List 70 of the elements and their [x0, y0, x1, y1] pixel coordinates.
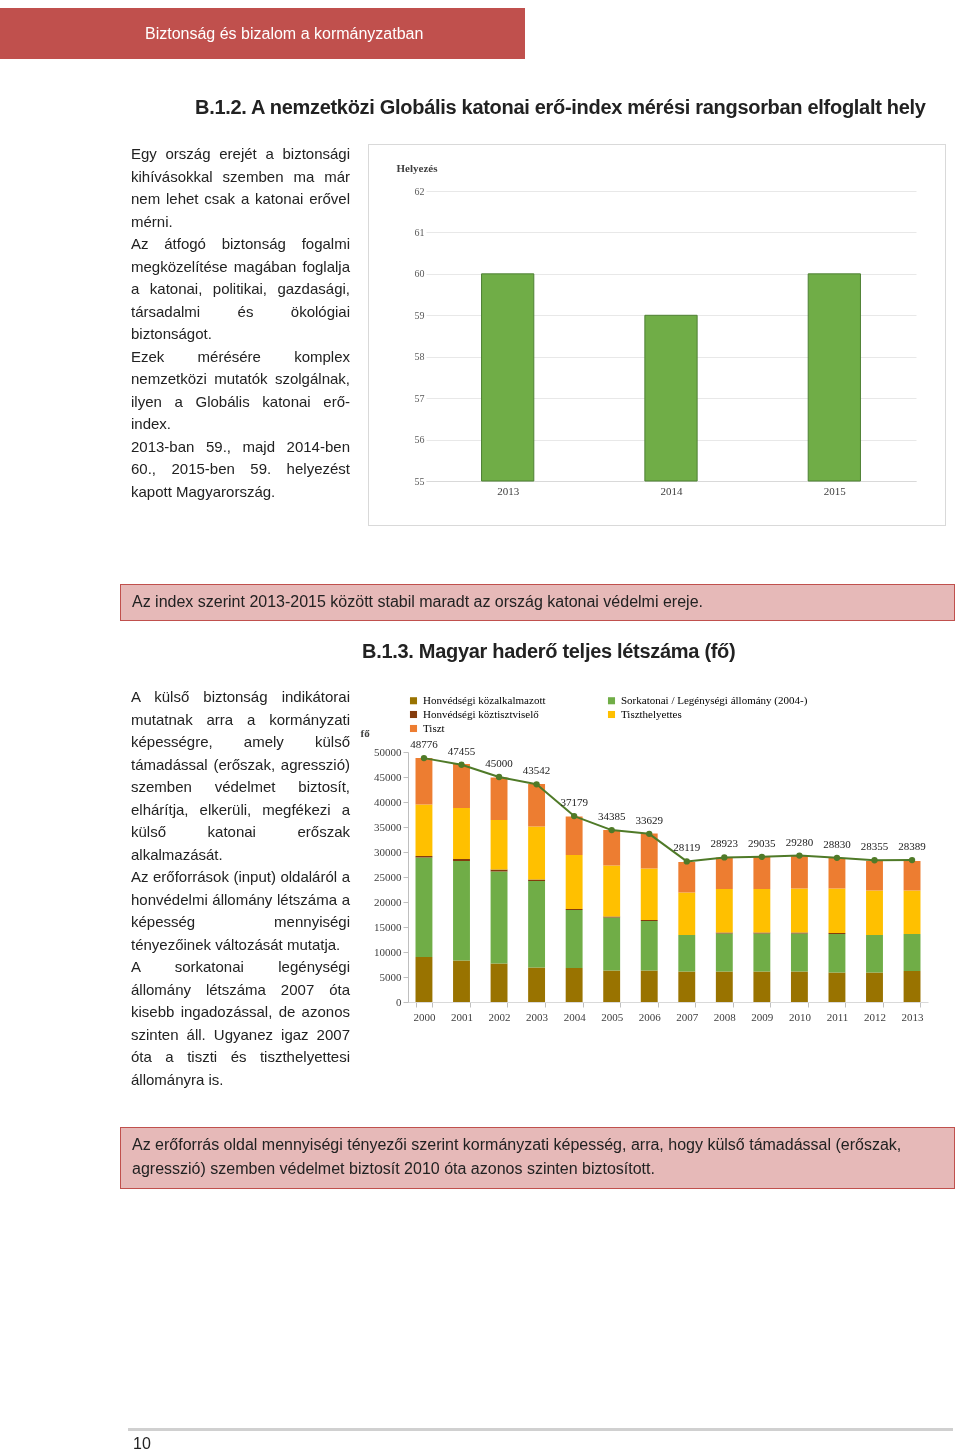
y-tick-label: 25000 [374, 870, 402, 883]
x-tick-label: 2002 [488, 1010, 511, 1023]
y-tick-label: 60 [414, 268, 425, 280]
chart-title: B.1.3. Magyar haderő teljes létszáma (fő) [362, 640, 736, 663]
y-tick-label: 45000 [374, 770, 402, 783]
data-label: 28830 [823, 837, 852, 850]
x-tick-label: 2008 [713, 1010, 737, 1023]
y-tick-label: 40000 [374, 795, 402, 808]
x-tick-label: 2006 [638, 1010, 662, 1023]
x-tick-label: 2014 [660, 484, 683, 497]
x-tick-label: 2013 [497, 484, 520, 497]
y-axis-title: Helyezés [396, 161, 439, 174]
data-label: 28389 [898, 840, 927, 853]
x-tick-label: 2012 [864, 1010, 886, 1023]
y-tick-label: 58 [414, 351, 425, 363]
x-tick-label: 2001 [451, 1010, 473, 1023]
data-label: 29280 [785, 835, 814, 848]
text: Biztonság és bizalom a kormányzatban [0, 8, 525, 59]
y-axis-title: fő [360, 726, 371, 739]
y-tick-label: 20000 [374, 895, 402, 908]
y-tick-label: 59 [414, 309, 425, 321]
text: Az index szerint 2013-2015 között stabil maradt az ország katonai védelmi ereje. [120, 584, 955, 621]
x-tick-label: 2000 [413, 1010, 436, 1023]
legend-label: Honvédségi köztisztviselő [423, 707, 540, 720]
data-label: 28923 [710, 837, 739, 850]
data-label: 47455 [447, 744, 476, 757]
x-tick-label: 2015 [823, 484, 847, 497]
data-label: 29035 [748, 836, 777, 849]
y-tick-label: 5000 [379, 970, 402, 983]
data-label: 45000 [485, 757, 514, 769]
y-tick-label: 35000 [374, 820, 402, 833]
y-tick-label: 0 [396, 995, 402, 1008]
chart-title: B.1.2. A nemzetközi Globális katonai erő-index mérési rangsorban elfoglalt hely [195, 96, 926, 119]
legend-label: Honvédségi közalkalmazott [423, 693, 546, 706]
text: Egy ország erejét a biztonsági kihívásokkal szemben ma már nem lehet csak a katonai erővel mérni. [131, 144, 350, 232]
y-tick-label: 55 [414, 475, 425, 487]
text: A sorkatonai legénységi állomány létszáma 2007 óta kisebb ingadozással, de azonos szinten áll. Ugyanez igaz 2007 óta a tiszti és tiszthelyettesi állományra is. [131, 957, 350, 1090]
y-tick-label: 50000 [374, 745, 402, 758]
y-tick-label: 56 [414, 434, 425, 446]
text: Az átfogó biztonság fogalmi megközelítése magában foglalja a katonai, politikai, gazdasági, társadalmi és ökológiai biztonságot. [131, 234, 350, 344]
y-tick-label: 10000 [374, 945, 402, 958]
y-tick-label: 30000 [374, 845, 402, 858]
legend-label: Tiszthelyettes [621, 707, 682, 720]
text: 2013-ban 59., majd 2014-ben 60., 2015-ben 59. helyezést kapott Magyarország. [131, 436, 350, 502]
data-label: 37179 [560, 796, 589, 809]
data-label: 48776 [410, 738, 439, 751]
x-tick-label: 2010 [788, 1010, 812, 1023]
y-tick-label: 62 [414, 185, 425, 197]
x-tick-label: 2004 [563, 1010, 587, 1023]
data-label: 33629 [635, 813, 664, 826]
x-tick-label: 2011 [826, 1010, 849, 1023]
data-label: 43542 [522, 764, 551, 777]
x-tick-label: 2007 [676, 1010, 699, 1023]
legend-label: Tiszt [423, 721, 445, 734]
text: Az erőforrások (input) oldaláról a honvédelmi állomány létszáma a képesség mennyiségi tényezőinek változását mutatja. [131, 867, 350, 955]
y-tick-label: 15000 [374, 920, 402, 933]
text: 10 [128, 1428, 953, 1450]
text: Ezek mérésére komplex nemzetközi mutatók szolgálnak, ilyen a Globális katonai erő-index. [131, 346, 350, 434]
text: A külső biztonság indikátorai mutatnak arra a kormányzati képességre, amely külső támadással (erőszak, agresszió) szemben védelmet biztosít, elhárítja, elkerüli, megfékezi a külső katonai erőszak alkalmazását. [131, 687, 350, 865]
y-tick-label: 61 [414, 226, 425, 238]
data-label: 28119 [673, 841, 701, 854]
x-tick-label: 2003 [526, 1010, 549, 1023]
legend-label: Sorkatonai / Legénységi állomány (2004-) [621, 693, 808, 707]
data-label: 34385 [597, 810, 626, 823]
x-tick-label: 2009 [751, 1010, 774, 1023]
text: Az erőforrás oldal mennyiségi tényezői szerint kormányzati képesség, arra, hogy külső támadással (erőszak, agresszió) szemben védelmet biztosít 2010 óta azonos szinten biztosított. [120, 1127, 955, 1189]
y-tick-label: 57 [414, 392, 425, 404]
data-label: 28355 [860, 840, 889, 853]
x-tick-label: 2005 [601, 1010, 624, 1023]
x-tick-label: 2013 [901, 1010, 925, 1023]
